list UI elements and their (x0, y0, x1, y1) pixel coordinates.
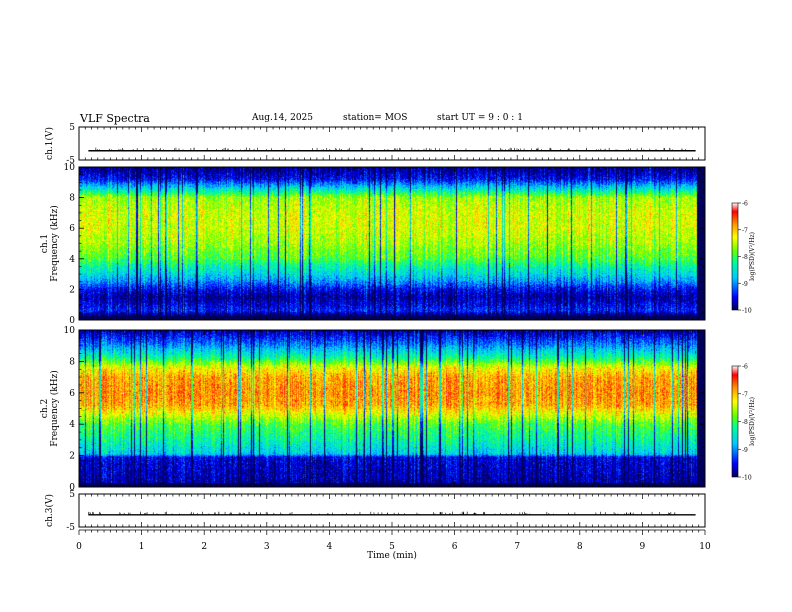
ch1-voltage-ylabel: ch.1(V) (44, 127, 55, 160)
ch1-spectrogram-ylabel-channel: ch.1 (40, 234, 50, 253)
ch1-spectrogram-cbar-tick-label: -10 (742, 308, 752, 315)
time-axis-tick-label: 0 (76, 542, 82, 552)
ch2-spectrogram-ytick-label: 0 (69, 483, 75, 493)
ch1-spectrogram-cbar-tick-label: -8 (742, 254, 748, 261)
ch1-spectrogram-cbar-tick-label: -9 (742, 281, 748, 288)
ch2-spectrogram-ytick-label: 4 (69, 420, 75, 430)
ch2-spectrogram-cbar-tick-label: -7 (742, 391, 748, 398)
time-axis-tick-label: 9 (640, 542, 646, 552)
ch1-voltage-ytick-label: -5 (66, 156, 75, 166)
ch1-spectrogram-ytick-label: 8 (69, 194, 75, 204)
ch2-spectrogram-colorbar (731, 365, 739, 478)
chart-title: VLF Spectra (80, 112, 150, 125)
ch3-voltage-ytick-label: 5 (69, 490, 75, 500)
ch1-spectrogram-ytick-label: 4 (69, 255, 75, 265)
ch1-spectrogram-ytick-label: 0 (69, 316, 75, 326)
ch1-spectrogram-ytick-label: 2 (69, 285, 75, 295)
time-axis-tick-label: 5 (389, 542, 395, 552)
time-axis-tick-label: 7 (514, 542, 520, 552)
ch1-spectrogram-ytick-label: 6 (69, 224, 75, 234)
ch2-spectrogram-ytick-label: 6 (69, 389, 75, 399)
time-axis-tick-label: 8 (577, 542, 583, 552)
ch1-spectrogram-ylabel: Frequency (kHz) (49, 205, 60, 282)
ch1-spectrogram-cbar-label: log(PSD)(V²/Hz) (749, 232, 756, 281)
ch2-spectrogram-cbar-tick-label: -10 (742, 475, 752, 482)
ch1-voltage-ytick-label: 5 (69, 123, 75, 133)
station-label: station= MOS (343, 113, 408, 123)
time-axis-label: Time (min) (367, 550, 417, 561)
ch3-voltage-ylabel: ch.3(V) (44, 494, 55, 527)
ch2-spectrogram-ytick-label: 2 (69, 452, 75, 462)
ch2-spectrogram-image (79, 330, 705, 487)
time-axis-tick-label: 3 (264, 542, 270, 552)
ch1-spectrogram-image (79, 167, 705, 320)
ch1-spectrogram-cbar-tick-label: -6 (742, 201, 748, 208)
ch2-spectrogram-cbar-tick-label: -8 (742, 419, 748, 426)
ch2-spectrogram-ytick-label: 8 (69, 357, 75, 367)
ch1-spectrogram-colorbar (731, 202, 739, 311)
ch2-spectrogram-cbar-tick-label: -6 (742, 364, 748, 371)
ch1-spectrogram-cbar-tick-label: -7 (742, 227, 748, 234)
ch2-spectrogram-ytick-label: 10 (64, 326, 76, 336)
ch2-spectrogram-ylabel: Frequency (kHz) (49, 370, 60, 447)
time-axis-tick-label: 6 (452, 542, 458, 552)
time-axis-tick-label: 2 (201, 542, 207, 552)
ch2-spectrogram-ylabel-channel: ch.2 (40, 399, 50, 418)
time-axis-tick-label: 1 (139, 542, 145, 552)
ch2-spectrogram-cbar-label: log(PSD)(V²/Hz) (749, 397, 756, 446)
ch3-voltage-ytick-label: -5 (66, 523, 75, 533)
time-axis-tick-label: 10 (699, 542, 711, 552)
ch2-spectrogram-cbar-tick-label: -9 (742, 447, 748, 454)
start-ut-label: start UT = 9 : 0 : 1 (437, 113, 523, 123)
ch1-spectrogram-ytick-label: 10 (64, 163, 76, 173)
time-axis-tick-label: 4 (327, 542, 333, 552)
date-label: Aug.14, 2025 (252, 113, 313, 123)
